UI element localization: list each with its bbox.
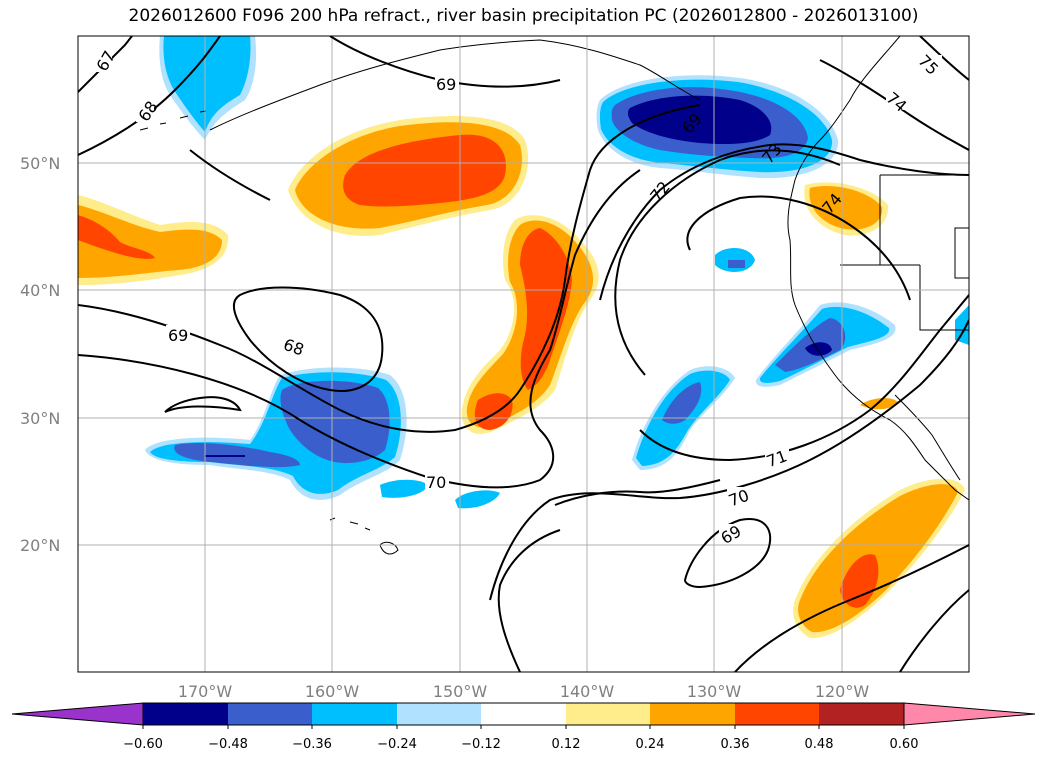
neg-anomaly-east-edge	[955, 305, 969, 345]
contour-label: 69	[436, 75, 456, 94]
contour-70	[78, 169, 641, 489]
colorbar-swatch	[566, 703, 650, 725]
coastlines	[139, 36, 969, 555]
lon-label: 140°W	[560, 682, 615, 701]
colorbar-swatch	[143, 703, 228, 725]
colorbar-tick-label: −0.24	[377, 737, 417, 752]
colorbar-tick-label: 0.24	[636, 737, 665, 752]
colorbar-swatch	[819, 703, 904, 725]
colorbar-swatch	[650, 703, 735, 725]
lon-label: 160°W	[305, 682, 360, 701]
lat-label: 40°N	[20, 281, 60, 300]
colorbar-tick-label: −0.60	[123, 737, 163, 752]
colorbar-tick-label: 0.12	[552, 737, 581, 752]
neg-anomaly-small-24n	[380, 479, 428, 498]
lat-label: 20°N	[20, 536, 60, 555]
lon-label: 130°W	[687, 682, 742, 701]
pos-anomaly-southeast-mid	[798, 484, 958, 633]
pos-anomaly-coast-44n-mid	[809, 186, 883, 230]
pos-anomaly-central-tongue-core2	[474, 393, 513, 430]
contour-70-closed	[189, 149, 271, 201]
colorbar-swatch	[397, 703, 481, 725]
colorbar-swatch	[735, 703, 819, 725]
lon-label: 150°W	[433, 682, 488, 701]
colorbar-tick-label: −0.12	[461, 737, 501, 752]
aleutian-islands	[139, 110, 207, 131]
contour-south-bottom	[497, 529, 561, 672]
neg-anomaly-california-core	[805, 342, 832, 356]
neg-anomaly-east-33n-deep	[662, 382, 702, 424]
baja-california	[894, 394, 961, 481]
colorbar-tick-label: −0.36	[292, 737, 332, 752]
colorbar-tick-label: 0.60	[890, 737, 919, 752]
alaska-coast	[209, 39, 701, 131]
contour-69-mid	[78, 104, 701, 433]
neg-anomaly-gulf-alaska-core	[627, 95, 772, 145]
pos-anomaly-north-pacific-core	[343, 134, 506, 207]
colorbar-swatch	[228, 703, 312, 725]
contour-74-north	[819, 59, 969, 151]
pos-anomaly-small-30n	[860, 398, 898, 410]
colorbar-extend-high	[903, 702, 1036, 726]
contour-69-south	[683, 518, 772, 589]
pos-anomaly-west-edge-mid	[78, 205, 222, 278]
neg-anomaly-small-42n-deep	[728, 260, 745, 268]
colorbar-swatch	[481, 703, 566, 725]
contour-70-south	[554, 479, 721, 506]
colorbar-tick-label: 0.48	[805, 737, 834, 752]
plot-frame	[77, 35, 970, 673]
neg-anomaly-central-deep2	[280, 380, 390, 464]
contour-72	[599, 143, 969, 301]
neg-anomaly-small-23n	[455, 490, 500, 509]
pos-anomaly-southeast-core	[840, 554, 879, 608]
us-state-borders	[840, 174, 969, 331]
precip-anomaly-fields	[78, 36, 969, 639]
contour-68-north	[78, 36, 221, 156]
contour-75	[919, 36, 969, 81]
colorbar-extend-low	[11, 702, 144, 726]
lon-label: 170°W	[178, 682, 233, 701]
lat-label: 30°N	[20, 409, 60, 428]
lat-label: 50°N	[20, 154, 60, 173]
colorbar: −0.60 −0.48 −0.36 −0.24 −0.12 0.12 0.24 …	[11, 702, 1036, 752]
pos-anomaly-west-edge-core	[78, 215, 155, 259]
colorbar-swatch	[312, 703, 397, 725]
contour-southeast-bottom	[734, 544, 969, 672]
contour-68-mid	[232, 286, 384, 392]
contour-71	[639, 294, 969, 462]
gridlines	[78, 36, 969, 672]
figure-title: 2026012600 F096 200 hPa refract., river …	[128, 6, 919, 26]
contour-southeast-far	[899, 589, 969, 672]
contour-label: 69	[168, 326, 188, 345]
lon-label: 120°W	[815, 682, 870, 701]
contour-label: 70	[426, 473, 446, 492]
contour-73	[614, 149, 841, 376]
pos-anomaly-central-tongue-core	[520, 228, 572, 390]
colorbar-tick-label: 0.36	[721, 737, 750, 752]
neg-anomaly-central-core	[205, 455, 245, 457]
north-america-coast	[787, 36, 969, 501]
contour-70-small	[164, 396, 242, 413]
colorbar-tick-label: −0.48	[208, 737, 248, 752]
contour-74	[686, 195, 911, 301]
neg-anomaly-northwest-mid	[163, 36, 251, 132]
